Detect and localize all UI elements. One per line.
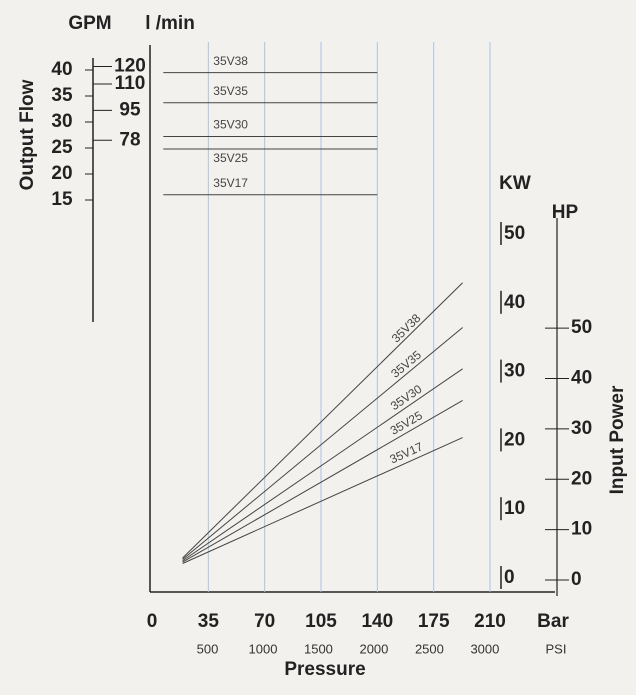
x-tick-label: 175 (418, 611, 450, 632)
flow-series-label: 35V30 (213, 118, 248, 132)
x-tick-label: 140 (361, 611, 393, 632)
lpm-unit: l /min (145, 13, 195, 34)
x-unit: Bar (537, 611, 569, 632)
psi-tick-label: 500 (197, 641, 219, 656)
psi-tick-label: 1000 (249, 641, 278, 656)
kw-tick-label: 40 (504, 292, 525, 313)
power-line (182, 282, 463, 559)
flow-series-label: 35V25 (213, 151, 248, 165)
gpm-tick-label: 25 (51, 137, 73, 158)
flow-series-label: 35V35 (213, 84, 248, 98)
lpm-tick-label: 78 (119, 129, 140, 150)
hp-tick-label: 20 (571, 468, 592, 489)
x-tick-label: 210 (474, 611, 506, 632)
power-line (182, 399, 463, 563)
flow-series-label: 35V38 (213, 54, 248, 68)
x2-unit: PSI (546, 641, 567, 656)
gpm-unit: GPM (68, 13, 111, 34)
hp-unit: HP (552, 202, 579, 223)
x-label: Pressure (284, 659, 365, 680)
psi-tick-label: 2000 (359, 641, 388, 656)
kw-tick-label: 50 (504, 223, 525, 244)
psi-tick-label: 1500 (304, 641, 333, 656)
power-line (182, 437, 463, 564)
flow-series-label: 35V17 (213, 176, 248, 190)
gpm-tick-label: 30 (51, 111, 72, 132)
lpm-tick-label: 95 (119, 99, 141, 120)
x-tick-label: 105 (305, 611, 337, 632)
gpm-tick-label: 40 (51, 59, 72, 80)
power-line (182, 368, 463, 562)
gpm-tick-label: 20 (51, 163, 72, 184)
gpm-tick-label: 15 (51, 189, 73, 210)
hp-tick-label: 40 (571, 368, 592, 389)
kw-tick-label: 0 (504, 567, 515, 588)
lpm-tick-label: 110 (115, 73, 146, 94)
hp-tick-label: 50 (571, 317, 592, 338)
x-tick-label: 0 (147, 611, 158, 632)
power-line (182, 327, 463, 560)
psi-tick-label: 2500 (415, 641, 444, 656)
x-tick-label: 35 (198, 611, 220, 632)
kw-tick-label: 20 (504, 429, 525, 450)
kw-tick-label: 10 (504, 498, 525, 519)
flow-label: Output Flow (17, 79, 38, 190)
gpm-tick-label: 35 (51, 85, 73, 106)
hp-tick-label: 30 (571, 418, 592, 439)
kw-tick-label: 30 (504, 361, 525, 382)
x-tick-label: 70 (254, 611, 275, 632)
hp-tick-label: 0 (571, 569, 582, 590)
psi-tick-label: 3000 (470, 641, 499, 656)
power-label: Input Power (607, 385, 628, 494)
lpm-tick-label: 120 (114, 56, 146, 77)
hp-tick-label: 10 (571, 519, 592, 540)
kw-unit: KW (499, 173, 531, 194)
